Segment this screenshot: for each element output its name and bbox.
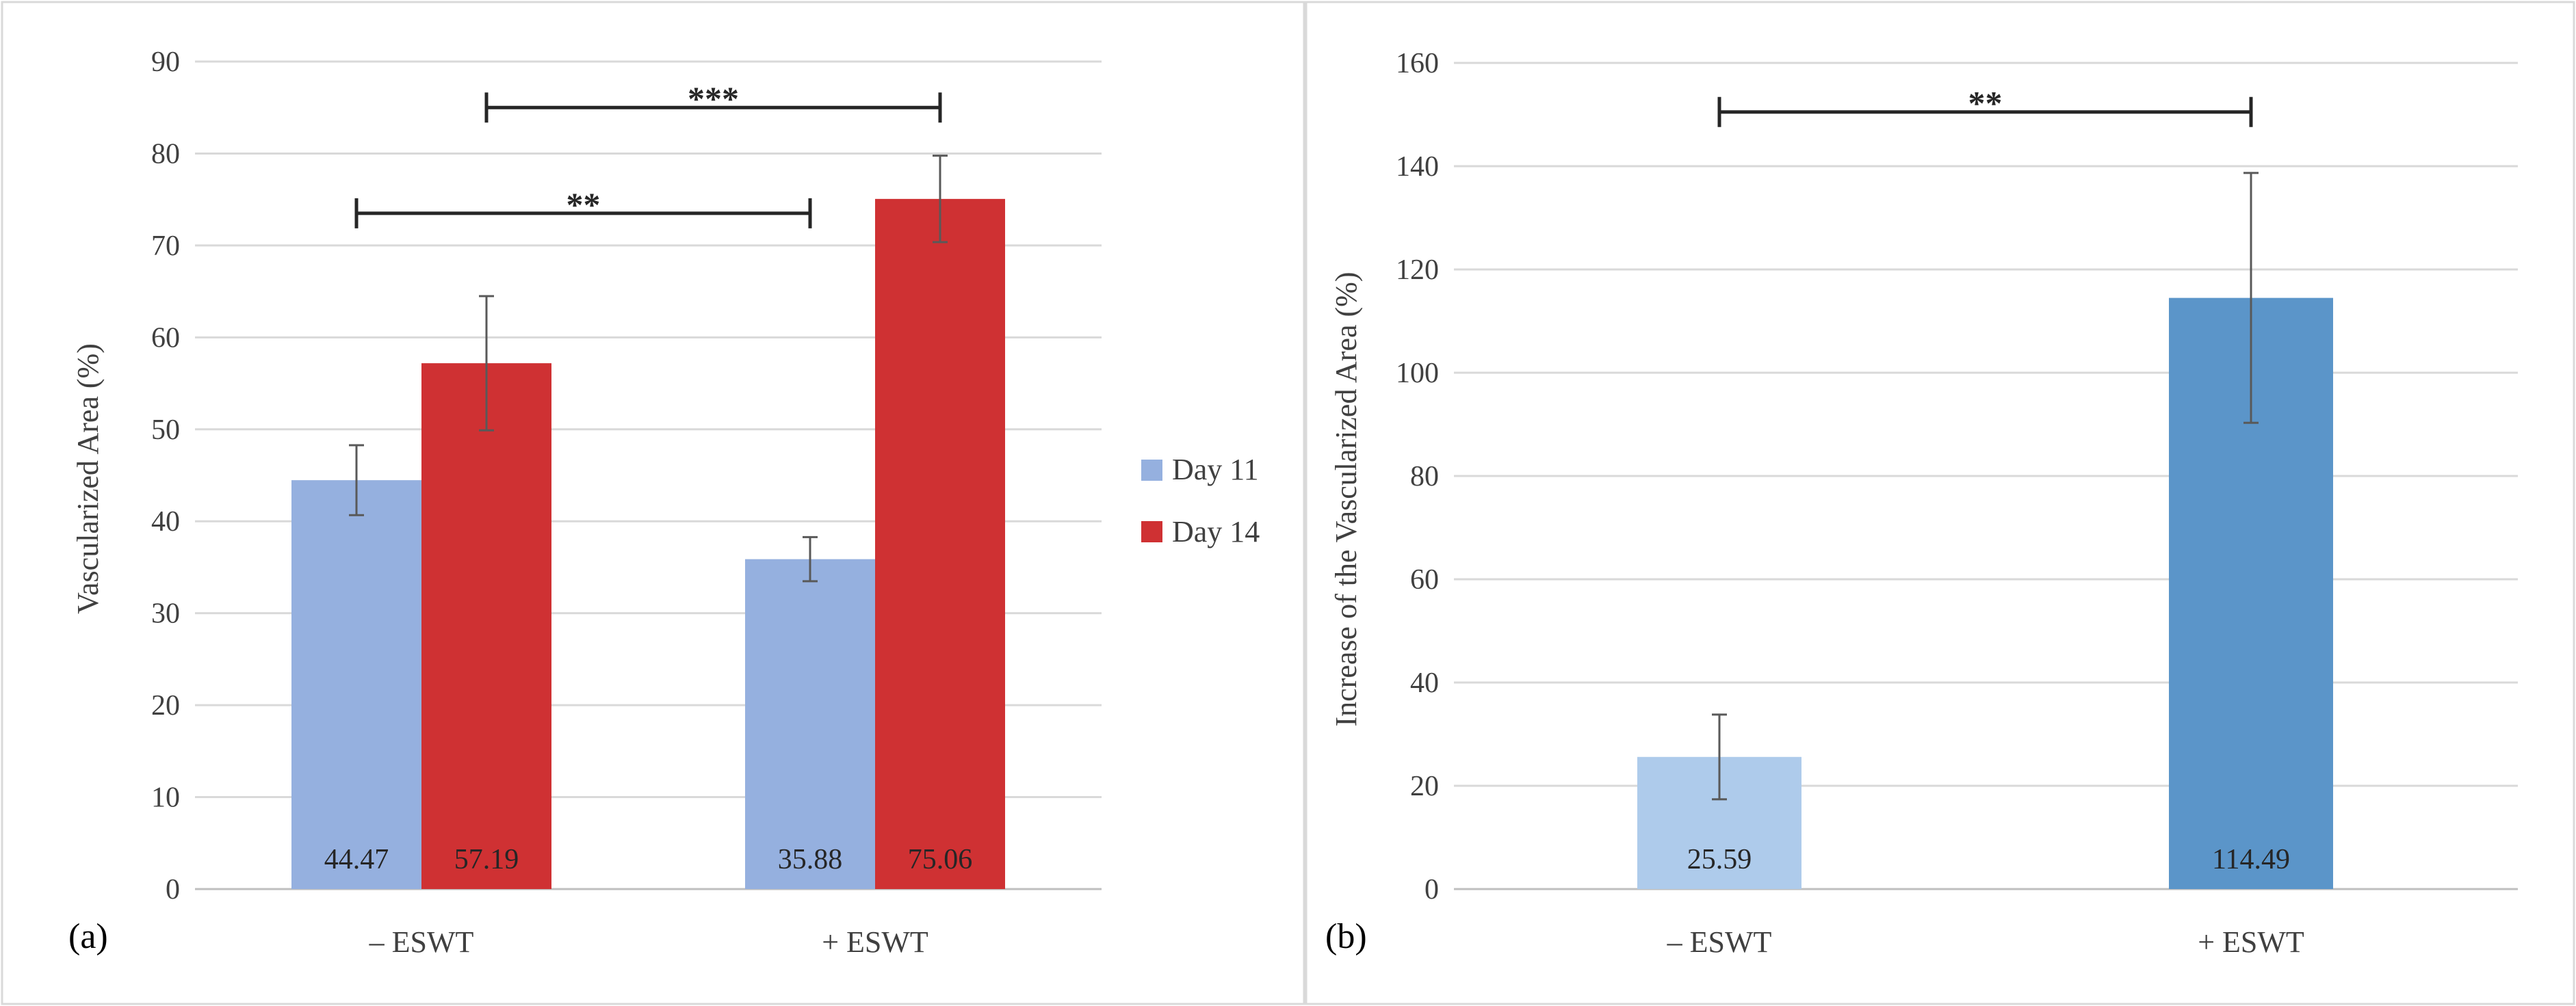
legend: Day 11 Day 14 xyxy=(1141,453,1260,548)
panel-a-error-bars xyxy=(349,155,948,583)
value-label-plus-eswt: 114.49 xyxy=(2212,844,2290,875)
panel-a-frame xyxy=(1,1,1305,1005)
x-tick-label-plus-eswt: + ESWT xyxy=(822,925,928,959)
legend-swatch-day-11 xyxy=(1141,460,1162,481)
bar-minus-eswt-day-11 xyxy=(291,480,421,889)
panel-b-significance: ** xyxy=(1717,84,2253,127)
legend-label-day-11: Day 11 xyxy=(1172,453,1259,486)
y-tick-label-20: 20 xyxy=(151,690,180,722)
bar-plus-eswt-day-11 xyxy=(745,559,875,889)
y-tick-label-60: 60 xyxy=(151,322,180,354)
panel-b-gridlines xyxy=(1454,62,2518,890)
value-label-plus-eswt-day-11: 35.88 xyxy=(778,844,843,875)
panel-a: 0 10 20 30 40 50 60 70 80 90 44.47 57.19 35.88 75.06… xyxy=(68,47,1260,959)
bar-minus-eswt-day-14 xyxy=(421,363,551,889)
panel-b-label: (b) xyxy=(1325,917,1367,956)
panel-a-bars xyxy=(291,198,1005,889)
y-tick-label-80: 80 xyxy=(1410,461,1439,492)
panel-b-value-labels: 25.59 114.49 xyxy=(1687,844,2290,875)
y-tick-label-160: 160 xyxy=(1396,48,1439,79)
y-tick-label-10: 10 xyxy=(151,782,180,814)
value-label-minus-eswt-day-11: 44.47 xyxy=(324,844,389,875)
y-tick-label-90: 90 xyxy=(151,47,180,78)
panel-a-y-axis-label: Vascularized Area (%) xyxy=(71,343,105,614)
panel-b-frame xyxy=(1305,1,2575,1005)
y-tick-label-60: 60 xyxy=(1410,564,1439,596)
x-tick-label-plus-eswt: + ESWT xyxy=(2198,925,2304,959)
y-tick-label-40: 40 xyxy=(1410,667,1439,699)
y-tick-label-120: 120 xyxy=(1396,254,1439,286)
y-tick-label-0: 0 xyxy=(166,874,180,905)
value-label-minus-eswt-day-14: 57.19 xyxy=(454,844,519,875)
panel-a-y-tick-labels: 0 10 20 30 40 50 60 70 80 90 xyxy=(151,47,180,905)
x-tick-label-minus-eswt: – ESWT xyxy=(369,925,474,959)
value-label-minus-eswt: 25.59 xyxy=(1687,844,1752,875)
panel-a-significance: ***** xyxy=(354,79,942,228)
panel-b-y-tick-labels: 0 20 40 60 80 100 120 140 160 xyxy=(1396,48,1439,905)
y-tick-label-70: 70 xyxy=(151,230,180,262)
value-label-plus-eswt-day-14: 75.06 xyxy=(908,844,973,875)
significance-bracket-a-1-label: *** xyxy=(688,79,739,118)
y-tick-label-80: 80 xyxy=(151,138,180,170)
y-tick-label-40: 40 xyxy=(151,506,180,538)
panel-b-x-tick-labels: – ESWT + ESWT xyxy=(1667,925,2304,959)
panel-b-y-axis-label: Increase of the Vascularized Area (%) xyxy=(1329,272,1363,727)
panel-a-value-labels: 44.47 57.19 35.88 75.06 xyxy=(324,844,973,875)
panel-b-error-bars xyxy=(1712,172,2259,801)
y-tick-label-140: 140 xyxy=(1396,151,1439,183)
panel-b: 0 20 40 60 80 100 120 140 160 25.59 114.49 – ESWT… xyxy=(1325,48,2518,959)
x-tick-label-minus-eswt: – ESWT xyxy=(1667,925,1772,959)
y-tick-label-20: 20 xyxy=(1410,771,1439,802)
significance-bracket-a-2-label: ** xyxy=(567,185,601,224)
legend-swatch-day-14 xyxy=(1141,521,1162,542)
y-tick-label-30: 30 xyxy=(151,598,180,630)
panel-a-x-tick-labels: – ESWT + ESWT xyxy=(369,925,928,959)
y-tick-label-100: 100 xyxy=(1396,358,1439,389)
y-tick-label-50: 50 xyxy=(151,414,180,446)
legend-label-day-14: Day 14 xyxy=(1172,515,1260,548)
y-tick-label-0: 0 xyxy=(1424,874,1439,905)
bar-plus-eswt-day-14 xyxy=(875,198,1005,889)
significance-bracket-b-1-label: ** xyxy=(1968,84,2003,122)
panel-a-label: (a) xyxy=(68,917,108,956)
